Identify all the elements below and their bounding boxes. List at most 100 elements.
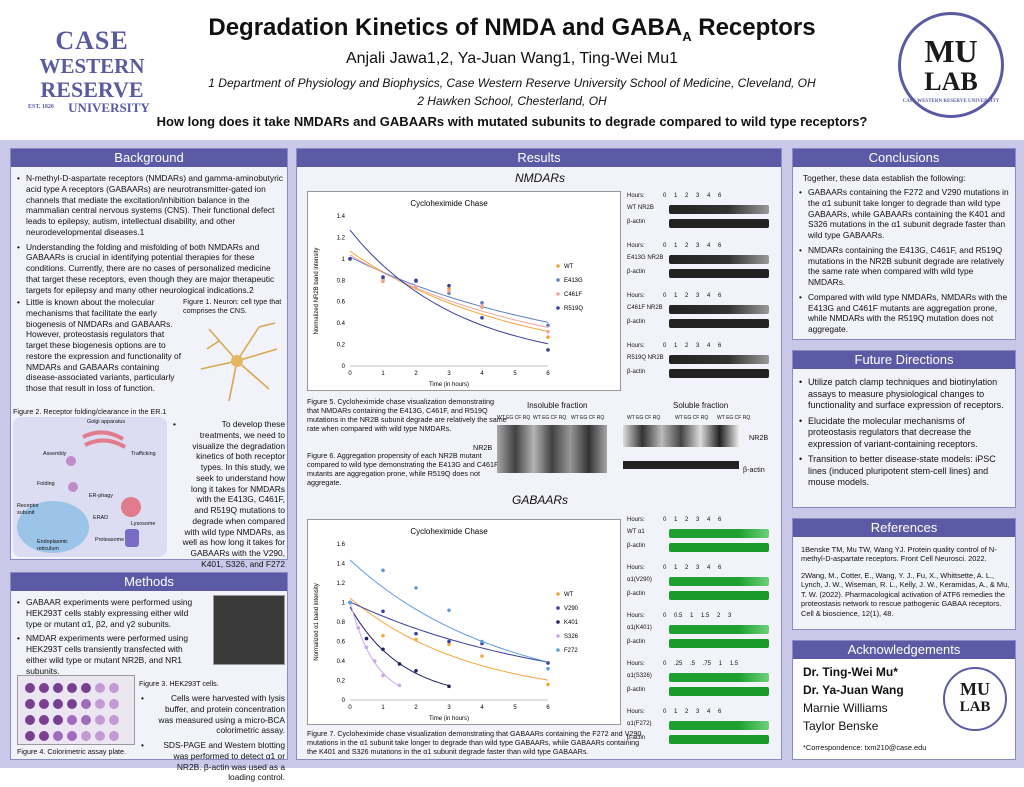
trendline-r519q [349,229,549,345]
cwru-university: UNIVERSITY [68,100,150,115]
correspondence: *Correspondence: txm210@case.edu [803,743,927,752]
trendline-f272 [349,559,549,663]
x-tick-label: 3 [447,705,451,711]
authors: Anjali Jawa1,2, Ya-Juan Wang1, Ting-Wei … [345,50,679,67]
chart-title: Cycloheximide Chase [410,199,488,208]
legend-marker-k401 [556,620,560,624]
legend-label-s326: S326 [564,634,579,640]
affiliation-1: 1 Department of Physiology and Biophysic… [208,76,816,90]
legend-marker-wt [556,592,560,596]
blot-actin-band [669,543,769,552]
y-tick-label: 0 [342,364,346,370]
blot-protein-label: WT α1 [627,529,645,535]
point-s326 [364,645,369,650]
y-tick-label: 1.2 [337,581,346,587]
trendline-v290 [349,601,549,663]
blot-time-ticks: 0 1 2 3 4 6 [663,709,722,715]
blot-time-ticks: 0 1 2 3 4 6 [663,193,722,199]
background-title: Background [11,149,287,167]
poster-title: Degradation Kinetics of NMDA and GABAA R… [208,14,816,44]
figure-1-caption: Figure 1. Neuron: cell type that compris… [183,297,282,315]
nmdar-chart: Cycloheximide Chase 0 0.2 0.4 0.6 0.8 1 1.2 1.4 0… [307,191,621,391]
point-c461f [546,329,550,334]
results-panel: Results NMDARs Cycloheximide Chase 0 0.2 0.… [296,148,782,760]
legend-label-e413g: E413G [564,278,583,284]
point-c461f [414,284,418,289]
references-panel: References 1Benske TM, Mu TW, Wang YJ. P… [792,518,1016,630]
cwru-logo: CASE WESTERN RESERVE EST. 1826 UNIVERSIT… [26,22,158,122]
methods-bullet-4: SDS-PAGE and Western blotting was perfor… [139,740,285,783]
background-bullet-2: Understanding the folding and misfolding… [15,242,283,296]
cwru-case: CASE [55,26,129,55]
point-c461f [381,278,385,283]
blot-protein-label: E413G NR2B [627,255,664,261]
point-k401 [381,647,385,652]
x-tick-label: 2 [414,371,418,377]
legend-label-f272: F272 [564,648,578,654]
blot-actin-band [669,735,769,744]
y-axis-label: Normalized α1 band intensity [314,583,320,661]
methods-bullet-3: Cells were harvested with lysis buffer, … [139,693,285,736]
point-wt [447,642,451,647]
blot-band [669,577,769,586]
figure-5-caption: Figure 5. Cycloheximide chase visualizat… [307,397,507,433]
ack-name-4: Taylor Benske [803,719,879,733]
point-r519q [348,257,352,261]
legend-label-v290: V290 [564,606,579,612]
blot-time-ticks: 0 1 2 3 4 6 [663,293,722,299]
y-tick-label: 1.2 [337,235,346,241]
blot-time-ticks: 0 1 2 3 4 6 [663,565,722,571]
y-tick-label: 0.8 [337,278,346,284]
x-tick-label: 1 [381,705,385,711]
figure-3-caption: Figure 3. HEK293T cells. [139,679,219,688]
y-tick-label: 1.6 [337,542,346,548]
blot-hours-label: Hours: [627,343,645,349]
poster: CASE WESTERN RESERVE EST. 1826 UNIVERSIT… [0,0,1024,768]
gaba-heading: GABAARs [511,493,568,507]
blot-actin-band [669,369,769,378]
point-f272 [546,667,550,671]
point-f272 [348,600,352,605]
point-k401 [414,668,418,673]
colorimetric-plate-image [17,675,135,745]
plate-wells [25,683,119,741]
point-wt [546,682,550,687]
x-tick-label: 5 [513,371,517,377]
point-wt [480,654,484,658]
blot-hours-label: Hours: [627,613,645,619]
legend-marker-s326 [556,634,560,638]
point-f272 [447,608,451,613]
future-title: Future Directions [793,351,1015,369]
point-v290 [414,631,418,636]
y-tick-label: 1 [342,601,346,607]
hek293t-cells-image [213,595,285,665]
point-s326 [381,673,385,678]
y-tick-label: 0.6 [337,300,346,306]
y-tick-label: 0.6 [337,640,346,646]
blot-time-ticks: 0 .25 .5 .75 1 1.5 [663,661,739,667]
blot-hours-label: Hours: [627,661,645,667]
point-v290 [381,609,385,614]
y-tick-label: 0.2 [337,679,346,685]
point-r519q [480,315,484,320]
reference-1: 1Benske TM, Mu TW, Wang YJ. Protein qual… [801,545,997,564]
methods-bullet-1: GABAAR experiments were performed using … [15,597,195,629]
cwru-reserve: RESERVE [40,77,144,102]
point-c461f [480,304,484,308]
blot-actin-label: β-actin [627,543,646,549]
er-diagram-shapes [17,430,141,553]
legend-marker-r519q [556,306,560,310]
blot-actin-label: β-actin [627,319,646,325]
affiliation-2: 2 Hawken School, Chesterland, OH [417,94,607,108]
x-tick-label: 0 [348,705,352,711]
blot-band [669,205,769,214]
blot-band [669,355,769,364]
legend-label-c461f: C461F [564,292,582,298]
blot-hours-label: Hours: [627,709,645,715]
blot-protein-label: R519Q NR2B [627,355,664,361]
blot-actin-label: β-actin [627,219,646,225]
x-tick-label: 6 [546,705,550,711]
legend-label-wt: WT [564,264,574,270]
blot-band [669,529,769,538]
blot-actin-band [669,639,769,648]
